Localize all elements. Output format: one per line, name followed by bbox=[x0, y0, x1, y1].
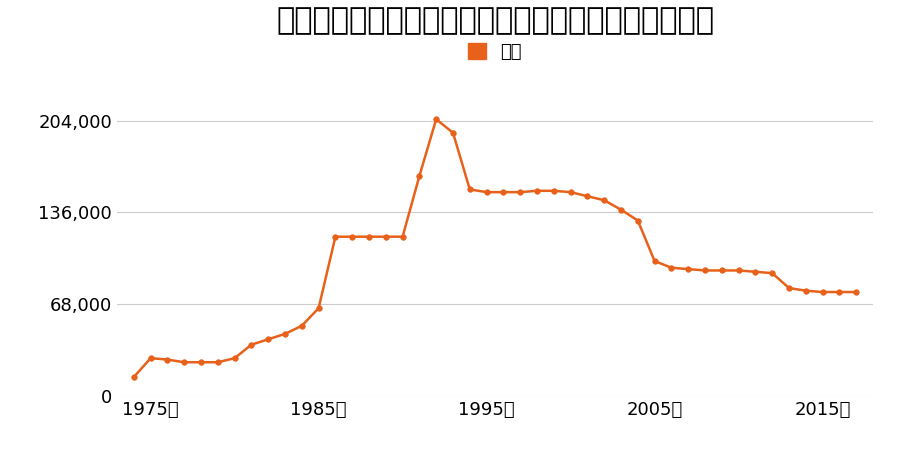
Legend: 価格: 価格 bbox=[468, 43, 522, 61]
Title: 埼玉県飯能市大字矢颪字中矢下２０７番１の地価推移: 埼玉県飯能市大字矢颪字中矢下２０７番１の地価推移 bbox=[276, 7, 714, 36]
